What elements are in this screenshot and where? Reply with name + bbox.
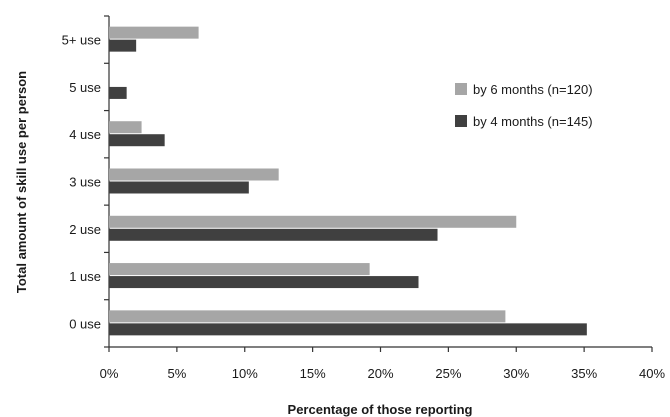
x-tick-label: 25% [435, 366, 461, 381]
bar-4-months [109, 181, 249, 194]
x-tick-label: 15% [300, 366, 326, 381]
x-axis-title: Percentage of those reporting [288, 402, 473, 417]
x-tick-label: 20% [367, 366, 393, 381]
bar-6-months [109, 121, 142, 134]
bar-4-months [109, 86, 127, 99]
bars [109, 26, 587, 336]
x-tick-label: 30% [503, 366, 529, 381]
y-tick-label: 0 use [69, 316, 101, 331]
x-tick-label: 0% [100, 366, 119, 381]
bar-6-months [109, 26, 199, 39]
y-tick-label: 4 use [69, 127, 101, 142]
legend-swatch-6-months [455, 83, 467, 95]
y-tick-label: 5+ use [62, 33, 101, 48]
bar-4-months [109, 134, 165, 147]
x-tick-label: 10% [232, 366, 258, 381]
x-tick-label: 5% [167, 366, 186, 381]
bar-6-months [109, 168, 279, 181]
bar-6-months [109, 263, 370, 276]
legend-label-6-months: by 6 months (n=120) [473, 82, 593, 97]
legend: by 6 months (n=120) by 4 months (n=145) [455, 82, 593, 129]
y-axis-title: Total amount of skill use per person [14, 71, 29, 293]
bar-4-months [109, 323, 587, 336]
bar-6-months [109, 310, 506, 323]
y-tick-label: 1 use [69, 269, 101, 284]
bar-4-months [109, 228, 438, 241]
y-tick-label: 3 use [69, 175, 101, 190]
y-tick-label: 5 use [69, 80, 101, 95]
bar-4-months [109, 39, 137, 52]
legend-swatch-4-months [455, 115, 467, 127]
x-tick-label: 35% [571, 366, 597, 381]
bar-6-months [109, 215, 517, 228]
ticks: 5+ use 5 use 4 use 3 use 2 use 1 use 0 use 0% 5%… [62, 15, 665, 381]
legend-label-4-months: by 4 months (n=145) [473, 114, 593, 129]
y-tick-label: 2 use [69, 222, 101, 237]
bar-4-months [109, 276, 419, 289]
x-tick-label: 40% [639, 366, 665, 381]
